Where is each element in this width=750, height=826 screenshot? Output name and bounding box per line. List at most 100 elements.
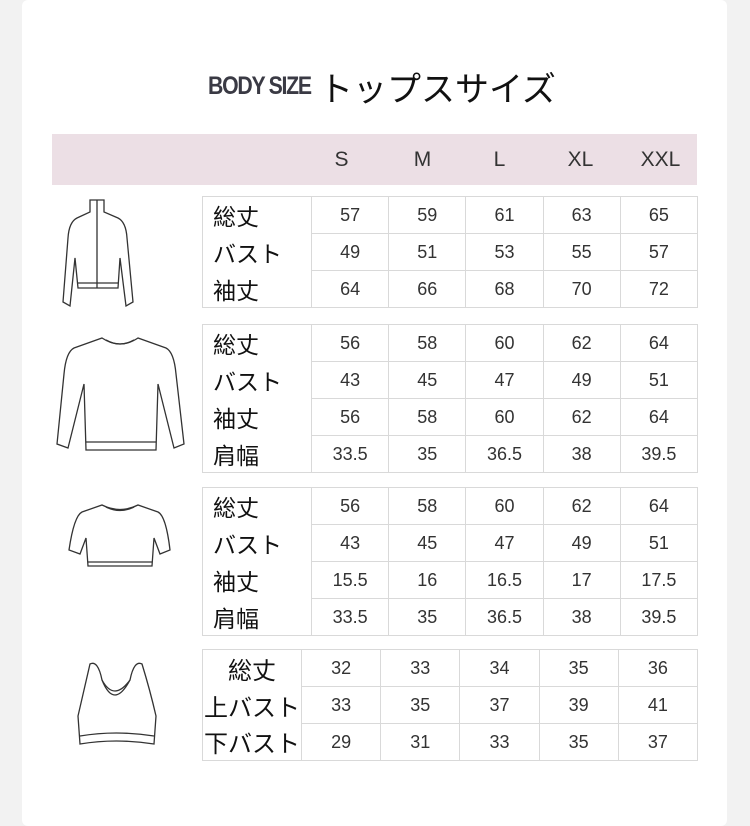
measurement-value: 29 [300, 723, 382, 761]
measurement-value: 58 [388, 398, 467, 436]
measurement-label: バスト [202, 524, 312, 562]
size-table-bra: 総丈 32 33 34 35 36 上バスト 33 35 37 39 41 下バスト 29 31 33 35 37 [202, 649, 699, 761]
measurement-value: 36.5 [465, 435, 544, 473]
measurement-value: 15.5 [310, 561, 390, 599]
measurement-value: 51 [388, 233, 467, 271]
table-row: 袖丈 64 66 68 70 72 [202, 270, 699, 308]
measurement-value: 33 [459, 723, 540, 761]
measurement-value: 60 [465, 324, 544, 362]
measurement-label: 下バスト [202, 723, 302, 761]
measurement-value: 64 [619, 324, 699, 362]
measurement-value: 47 [465, 361, 544, 399]
measurement-value: 66 [388, 270, 467, 308]
table-row: バスト 43 45 47 49 51 [202, 524, 699, 562]
measurement-value: 49 [542, 361, 621, 399]
measurement-value: 51 [619, 361, 699, 399]
measurement-value: 35 [538, 649, 619, 687]
measurement-value: 57 [310, 196, 390, 234]
measurement-value: 36 [617, 649, 699, 687]
measurement-value: 63 [542, 196, 621, 234]
measurement-value: 35 [380, 686, 461, 724]
measurement-value: 65 [619, 196, 699, 234]
table-row: 肩幅 33.5 35 36.5 38 39.5 [202, 435, 699, 473]
page-title: BODY SIZE トップスサイズ [0, 62, 750, 111]
measurement-value: 34 [459, 649, 540, 687]
measurement-value: 59 [388, 196, 467, 234]
short-sleeve-tshirt-icon [68, 504, 171, 567]
size-table-turtleneck: 総丈 57 59 61 63 65 バスト 49 51 53 55 57 袖丈 64 66 68 70 72 [202, 196, 699, 308]
size-header: L [493, 148, 506, 171]
measurement-value: 56 [310, 324, 390, 362]
table-row: 袖丈 56 58 60 62 64 [202, 398, 699, 436]
size-table-tshirt: 総丈 56 58 60 62 64 バスト 43 45 47 49 51 袖丈 15.5 16 16.5 17 1… [202, 487, 699, 636]
measurement-value: 61 [465, 196, 544, 234]
crewneck-long-sleeve-icon [56, 337, 185, 451]
measurement-value: 43 [310, 524, 390, 562]
table-row: 上バスト 33 35 37 39 41 [202, 686, 699, 724]
measurement-value: 36.5 [465, 598, 544, 636]
measurement-label: バスト [202, 233, 312, 271]
size-header: XXL [640, 148, 681, 171]
measurement-value: 58 [388, 324, 467, 362]
table-row: 肩幅 33.5 35 36.5 38 39.5 [202, 598, 699, 636]
measurement-label: 袖丈 [202, 398, 312, 436]
measurement-value: 56 [310, 398, 390, 436]
size-header: M [413, 148, 432, 171]
measurement-value: 62 [542, 487, 621, 525]
table-row: 下バスト 29 31 33 35 37 [202, 723, 699, 761]
measurement-label: 総丈 [202, 487, 312, 525]
measurement-label: 上バスト [202, 686, 302, 724]
measurement-value: 16 [388, 561, 467, 599]
size-table-crewneck: 総丈 56 58 60 62 64 バスト 43 45 47 49 51 袖丈 56 58 60 62 64 肩幅 3… [202, 324, 699, 473]
measurement-value: 37 [459, 686, 540, 724]
table-row: 総丈 32 33 34 35 36 [202, 649, 699, 687]
size-header-band: S M L XL XXL [52, 134, 697, 185]
table-row: 総丈 56 58 60 62 64 [202, 487, 699, 525]
measurement-value: 64 [619, 398, 699, 436]
measurement-value: 39 [538, 686, 619, 724]
measurement-value: 33.5 [310, 598, 390, 636]
sports-bra-icon [77, 662, 157, 745]
measurement-value: 39.5 [619, 598, 699, 636]
title-en: BODY SIZE [208, 72, 312, 100]
measurement-value: 17.5 [619, 561, 699, 599]
measurement-label: 袖丈 [202, 270, 312, 308]
measurement-label: 肩幅 [202, 435, 312, 473]
measurement-value: 16.5 [465, 561, 544, 599]
measurement-value: 38 [542, 435, 621, 473]
measurement-value: 35 [388, 598, 467, 636]
table-row: バスト 49 51 53 55 57 [202, 233, 699, 271]
measurement-value: 60 [465, 398, 544, 436]
measurement-value: 45 [388, 524, 467, 562]
measurement-value: 58 [388, 487, 467, 525]
measurement-value: 33 [300, 686, 382, 724]
measurement-value: 72 [619, 270, 699, 308]
measurement-value: 49 [542, 524, 621, 562]
measurement-label: 総丈 [202, 649, 302, 687]
measurement-value: 43 [310, 361, 390, 399]
measurement-value: 62 [542, 398, 621, 436]
measurement-value: 41 [617, 686, 699, 724]
table-row: バスト 43 45 47 49 51 [202, 361, 699, 399]
measurement-value: 55 [542, 233, 621, 271]
measurement-value: 39.5 [619, 435, 699, 473]
measurement-value: 31 [380, 723, 461, 761]
measurement-value: 57 [619, 233, 699, 271]
measurement-value: 45 [388, 361, 467, 399]
measurement-value: 35 [538, 723, 619, 761]
title-jp: トップスサイズ [318, 70, 556, 110]
measurement-value: 49 [310, 233, 390, 271]
measurement-value: 51 [619, 524, 699, 562]
measurement-value: 32 [300, 649, 382, 687]
measurement-label: 総丈 [202, 196, 312, 234]
measurement-value: 68 [465, 270, 544, 308]
measurement-value: 37 [617, 723, 699, 761]
table-row: 袖丈 15.5 16 16.5 17 17.5 [202, 561, 699, 599]
measurement-value: 33.5 [310, 435, 390, 473]
measurement-value: 33 [380, 649, 461, 687]
measurement-label: 総丈 [202, 324, 312, 362]
measurement-value: 56 [310, 487, 390, 525]
measurement-label: バスト [202, 361, 312, 399]
table-row: 総丈 57 59 61 63 65 [202, 196, 699, 234]
measurement-value: 60 [465, 487, 544, 525]
